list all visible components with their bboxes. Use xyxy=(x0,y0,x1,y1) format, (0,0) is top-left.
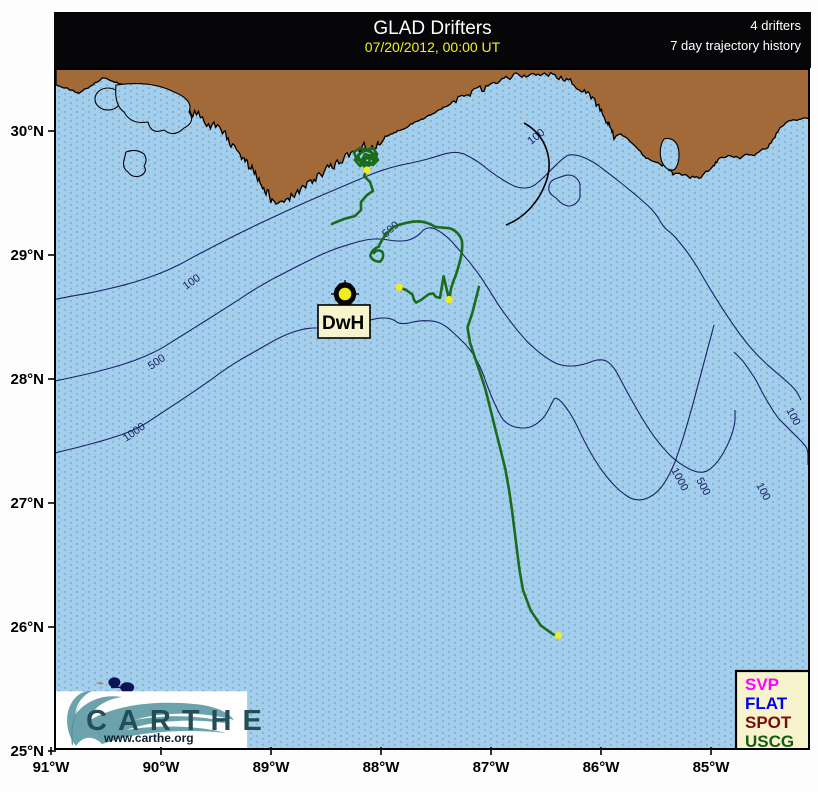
svg-text:DwH: DwH xyxy=(322,313,364,334)
svg-text:www.carthe.org: www.carthe.org xyxy=(103,731,194,745)
svg-text:27°N: 27°N xyxy=(10,495,44,512)
svg-text:USCG: USCG xyxy=(745,732,794,750)
svg-text:29°N: 29°N xyxy=(10,247,44,264)
svg-text:88°W: 88°W xyxy=(363,759,401,776)
svg-text:86°W: 86°W xyxy=(583,759,621,776)
svg-text:26°N: 26°N xyxy=(10,619,44,636)
svg-text:SVP: SVP xyxy=(745,675,779,694)
svg-text:28°N: 28°N xyxy=(10,371,44,388)
svg-text:25°N: 25°N xyxy=(10,743,44,760)
svg-text:87°W: 87°W xyxy=(473,759,511,776)
svg-text:SPOT: SPOT xyxy=(745,713,792,732)
svg-text:FLAT: FLAT xyxy=(745,694,788,713)
svg-text:85°W: 85°W xyxy=(693,759,731,776)
svg-text:89°W: 89°W xyxy=(253,759,291,776)
svg-text:91°W: 91°W xyxy=(33,759,71,776)
svg-text:30°N: 30°N xyxy=(10,123,44,140)
svg-text:90°W: 90°W xyxy=(143,759,181,776)
